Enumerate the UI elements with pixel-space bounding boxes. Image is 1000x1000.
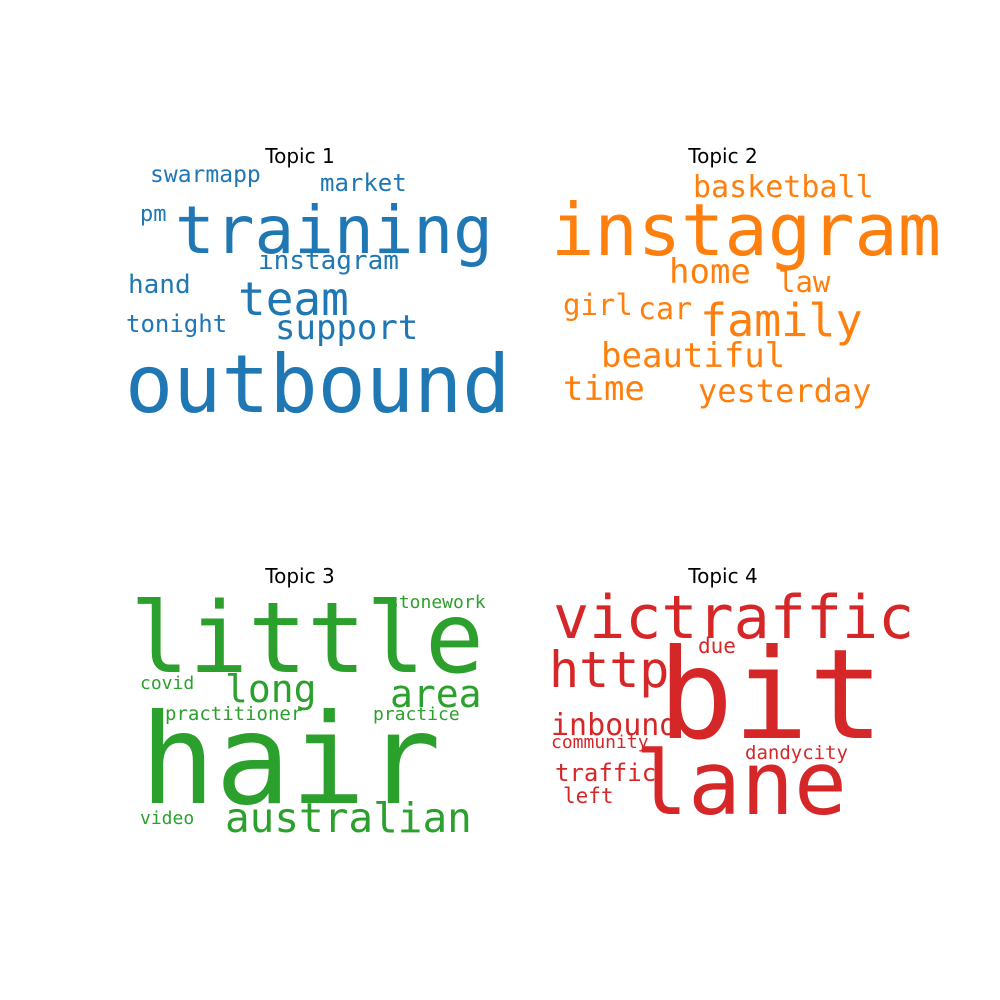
- topic-4-word-http: http: [549, 641, 670, 699]
- topic-3-word-practice: practice: [373, 704, 460, 725]
- topic-4-word-bit: bit: [658, 623, 884, 768]
- topic-4-wordcloud: bit lane victraffic http inbound traffic left d…: [543, 568, 914, 858]
- topic-4-word-lane: lane: [635, 732, 847, 835]
- topic-1-title: Topic 1: [265, 144, 335, 168]
- topic-1-wordcloud: outbound training team support instagram mark…: [120, 148, 510, 438]
- topic-2-panel: Topic 2 instagram family home beautiful time…: [543, 144, 941, 438]
- topic-2-word-home: home: [669, 252, 751, 292]
- topic-4-panel: Topic 4 bit lane victraffic http inbound traf…: [543, 564, 914, 858]
- topic-2-word-time: time: [563, 369, 645, 409]
- topic-2-title: Topic 2: [688, 144, 758, 168]
- topic-2-word-car: car: [638, 292, 693, 327]
- topic-3-word-australian: australian: [225, 794, 472, 842]
- topic-2-wordcloud: instagram family home beautiful time yesterda…: [543, 148, 941, 438]
- topic-1-word-market: market: [320, 169, 407, 197]
- topic-4-word-dandycity: dandycity: [745, 742, 848, 764]
- topic-3-panel: Topic 3 hair little australian long area prac…: [120, 564, 486, 858]
- topic-2-word-law: law: [778, 265, 831, 299]
- topic-4-title: Topic 4: [688, 564, 758, 588]
- topic-1-word-instagram: instagram: [258, 246, 399, 276]
- topic-4-word-victraffic: victraffic: [553, 583, 915, 653]
- topic-1-word-swarmapp: swarmapp: [150, 162, 261, 188]
- topic-4-word-left: left: [563, 784, 614, 808]
- topic-3-word-video: video: [140, 808, 195, 829]
- topic-1-word-team: team: [238, 272, 349, 326]
- topic-3-title: Topic 3: [265, 564, 335, 588]
- topic-4-word-due: due: [698, 634, 736, 658]
- topic-2-word-yesterday: yesterday: [698, 372, 872, 410]
- topic-1-word-outbound: outbound: [125, 338, 511, 431]
- topic-3-word-stonework: stonework: [388, 592, 486, 613]
- topic-3-word-little: little: [130, 582, 485, 696]
- topic-4-word-traffic: traffic: [555, 759, 657, 787]
- topic-2-word-girl: girl: [563, 288, 633, 322]
- topic-3-wordcloud: hair little australian long area practitioner…: [120, 568, 486, 858]
- topic-3-word-long: long: [225, 667, 317, 711]
- topic-4-word-inbound: inbound: [551, 708, 678, 743]
- topic-1-word-training: training: [175, 192, 493, 269]
- topic-1-panel: Topic 1 outbound training team support insta…: [120, 144, 510, 438]
- topic-2-word-basketball: basketball: [693, 170, 874, 205]
- topic-2-word-beautiful: beautiful: [601, 336, 786, 376]
- topic-2-word-family: family: [700, 294, 863, 347]
- topic-2-word-instagram: instagram: [551, 188, 942, 272]
- topic-3-word-hair: hair: [140, 688, 442, 833]
- topic-3-word-area: area: [390, 672, 482, 716]
- topic-3-word-practitioner: practitioner: [165, 703, 303, 725]
- topic-4-word-community: community: [551, 732, 649, 753]
- topic-1-word-hand: hand: [128, 270, 191, 300]
- topic-1-word-tonight: tonight: [126, 310, 228, 338]
- topic-3-word-covid: covid: [140, 673, 195, 694]
- topic-1-word-pm: pm: [140, 202, 167, 227]
- topic-1-word-support: support: [275, 308, 419, 348]
